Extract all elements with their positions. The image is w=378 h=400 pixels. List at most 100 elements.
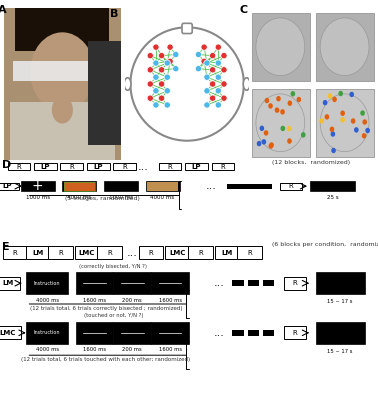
Circle shape <box>204 88 210 94</box>
Circle shape <box>209 52 216 59</box>
Circle shape <box>328 93 332 99</box>
Text: (touched or not, Y/N ?): (touched or not, Y/N ?) <box>84 314 143 318</box>
FancyBboxPatch shape <box>151 272 189 294</box>
Circle shape <box>195 51 201 58</box>
Text: (12 trials total, 6 trials correctly bisected ; randomized): (12 trials total, 6 trials correctly bis… <box>29 306 182 310</box>
FancyBboxPatch shape <box>87 163 110 170</box>
Circle shape <box>221 67 227 73</box>
Text: 1000 ms: 1000 ms <box>26 195 50 200</box>
Circle shape <box>201 58 207 64</box>
Circle shape <box>319 118 324 124</box>
FancyBboxPatch shape <box>0 183 19 190</box>
Circle shape <box>153 88 159 94</box>
Text: R: R <box>293 280 297 286</box>
Circle shape <box>221 95 227 101</box>
FancyBboxPatch shape <box>113 272 151 294</box>
Bar <box>248 330 259 336</box>
Circle shape <box>147 81 153 87</box>
Ellipse shape <box>124 78 131 90</box>
Text: LM: LM <box>32 250 43 256</box>
FancyBboxPatch shape <box>10 102 115 160</box>
Text: ...: ... <box>206 181 217 191</box>
FancyBboxPatch shape <box>151 322 189 344</box>
Text: ...: ... <box>138 162 149 172</box>
FancyBboxPatch shape <box>182 23 192 34</box>
Text: 4000 ms: 4000 ms <box>67 195 91 200</box>
Circle shape <box>351 118 355 124</box>
Text: 25 s: 25 s <box>327 195 338 200</box>
Circle shape <box>349 92 354 97</box>
Circle shape <box>204 74 210 80</box>
Text: E: E <box>2 242 9 252</box>
Circle shape <box>280 109 285 114</box>
FancyBboxPatch shape <box>8 163 30 170</box>
Circle shape <box>338 91 343 96</box>
Circle shape <box>164 60 170 66</box>
Circle shape <box>268 143 273 149</box>
Circle shape <box>147 95 153 101</box>
FancyBboxPatch shape <box>74 246 99 259</box>
Text: R: R <box>58 250 63 256</box>
Text: +: + <box>32 179 43 193</box>
FancyBboxPatch shape <box>0 326 21 339</box>
FancyBboxPatch shape <box>316 12 374 81</box>
Text: R: R <box>122 164 127 170</box>
Circle shape <box>291 91 295 96</box>
Circle shape <box>173 51 179 58</box>
Circle shape <box>287 126 291 131</box>
Bar <box>263 280 274 286</box>
Circle shape <box>167 58 173 64</box>
FancyBboxPatch shape <box>113 163 136 170</box>
Circle shape <box>288 100 292 106</box>
FancyBboxPatch shape <box>4 8 121 160</box>
FancyBboxPatch shape <box>147 182 178 190</box>
Ellipse shape <box>52 96 73 124</box>
Text: 1600 ms: 1600 ms <box>83 298 106 302</box>
FancyBboxPatch shape <box>76 272 113 294</box>
Text: (12 blocks,  randomized): (12 blocks, randomized) <box>272 160 350 165</box>
Text: R: R <box>247 250 252 256</box>
Bar <box>263 330 274 336</box>
Circle shape <box>354 127 359 133</box>
Circle shape <box>209 81 216 87</box>
FancyBboxPatch shape <box>15 8 109 50</box>
Bar <box>232 330 244 336</box>
Circle shape <box>153 44 159 50</box>
Circle shape <box>276 96 281 102</box>
FancyBboxPatch shape <box>237 246 262 259</box>
Circle shape <box>362 133 366 138</box>
Circle shape <box>164 88 170 94</box>
Text: (correctly bisected, Y/N ?): (correctly bisected, Y/N ?) <box>79 264 147 269</box>
Text: R: R <box>13 250 17 256</box>
Text: 4000 ms: 4000 ms <box>36 347 59 352</box>
FancyBboxPatch shape <box>48 246 73 259</box>
Circle shape <box>332 97 337 102</box>
Circle shape <box>363 119 367 125</box>
Circle shape <box>164 74 170 80</box>
Text: R: R <box>17 164 21 170</box>
FancyBboxPatch shape <box>0 277 20 290</box>
Circle shape <box>221 81 227 87</box>
Ellipse shape <box>30 32 94 111</box>
Circle shape <box>268 103 273 109</box>
Text: ...: ... <box>214 278 225 288</box>
Circle shape <box>275 107 279 113</box>
FancyBboxPatch shape <box>76 322 113 344</box>
Circle shape <box>280 126 285 131</box>
FancyBboxPatch shape <box>26 322 68 344</box>
FancyBboxPatch shape <box>64 182 94 190</box>
Text: (12 trials total, 6 trials touched with each other; randomized): (12 trials total, 6 trials touched with … <box>21 357 191 362</box>
Text: R: R <box>149 250 153 256</box>
FancyBboxPatch shape <box>188 246 212 259</box>
FancyBboxPatch shape <box>284 326 306 339</box>
Text: LP: LP <box>40 164 50 170</box>
Text: R: R <box>289 183 293 189</box>
Circle shape <box>325 114 329 120</box>
Text: 4000 ms: 4000 ms <box>36 298 59 302</box>
Circle shape <box>209 95 216 101</box>
FancyBboxPatch shape <box>212 163 234 170</box>
Circle shape <box>260 126 264 131</box>
Text: 1600 ms: 1600 ms <box>83 347 106 352</box>
FancyBboxPatch shape <box>104 181 138 192</box>
Text: R: R <box>221 164 225 170</box>
